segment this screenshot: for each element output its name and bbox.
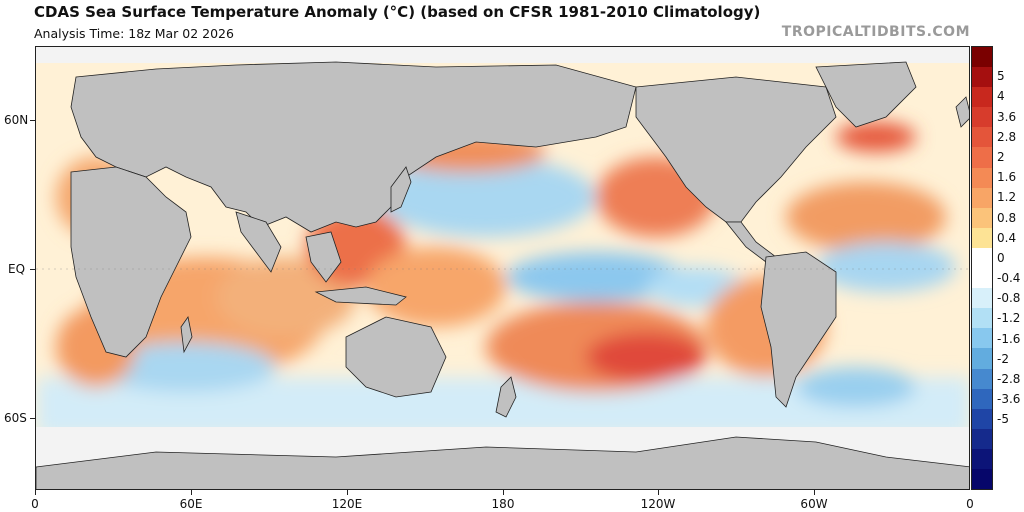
color-scale-segment bbox=[972, 187, 992, 208]
lon-label-180: 180 bbox=[491, 497, 515, 511]
color-scale-segment bbox=[972, 247, 992, 269]
color-scale-label: 1.6 bbox=[997, 170, 1017, 185]
map-canvas bbox=[36, 47, 969, 489]
madagascar bbox=[180, 316, 193, 354]
color-scale-label: -2.8 bbox=[997, 372, 1021, 386]
color-scale-label: 3.6 bbox=[997, 109, 1017, 124]
color-scale-segment bbox=[972, 127, 992, 148]
color-scale-label: -1.6 bbox=[997, 331, 1021, 346]
lon-label-120e: 120E bbox=[331, 497, 363, 511]
color-scale-segment bbox=[972, 227, 992, 248]
british-isles bbox=[955, 96, 969, 128]
color-scale-segment bbox=[972, 468, 992, 490]
lon-tick bbox=[191, 490, 192, 495]
color-scale-segment bbox=[972, 107, 992, 128]
greenland bbox=[815, 61, 917, 128]
africa bbox=[70, 166, 192, 358]
color-scale-segment bbox=[972, 288, 992, 309]
color-scale-label: -0.8 bbox=[997, 291, 1021, 306]
color-scale-label: -5 bbox=[997, 412, 1009, 427]
lat-label-60n: 60N bbox=[4, 113, 29, 127]
lat-label-eq: EQ bbox=[8, 262, 26, 276]
site-credit: TROPICALTIDBITS.COM bbox=[781, 24, 970, 40]
color-scale-segment bbox=[972, 167, 992, 188]
color-scale-segment bbox=[972, 67, 992, 88]
lat-tick bbox=[30, 418, 35, 419]
color-scale-segment bbox=[972, 388, 992, 409]
lon-label-0-east: 0 bbox=[966, 497, 974, 511]
color-scale-segment bbox=[972, 47, 992, 68]
lon-label-120w: 120W bbox=[640, 497, 676, 511]
color-scale-label: 1.2 bbox=[997, 190, 1017, 205]
color-scale-bar bbox=[971, 46, 993, 490]
color-scale-segment bbox=[972, 87, 992, 108]
lon-label-60e: 60E bbox=[179, 497, 203, 511]
color-scale-segment bbox=[972, 408, 992, 429]
lon-tick bbox=[658, 490, 659, 495]
color-scale-label: 0 bbox=[997, 250, 1005, 265]
analysis-time: Analysis Time: 18z Mar 02 2026 bbox=[34, 26, 234, 41]
arctic-ice bbox=[36, 47, 969, 63]
color-scale-label: -2 bbox=[997, 351, 1009, 366]
color-scale-label: 4 bbox=[997, 89, 1005, 104]
new-zealand bbox=[495, 376, 517, 418]
lon-tick bbox=[35, 490, 36, 495]
color-scale-segment bbox=[972, 348, 992, 369]
sst-anomaly-map bbox=[35, 46, 970, 490]
australia bbox=[345, 316, 447, 398]
color-scale-segment bbox=[972, 328, 992, 349]
lon-tick bbox=[503, 490, 504, 495]
lat-tick bbox=[30, 269, 35, 270]
south-america bbox=[760, 251, 837, 408]
color-scale-label: -3.6 bbox=[997, 392, 1021, 407]
color-scale-segment bbox=[972, 147, 992, 168]
color-scale-label: 5 bbox=[997, 69, 1005, 84]
antarctica bbox=[36, 436, 969, 489]
lon-label-0: 0 bbox=[31, 497, 39, 511]
india bbox=[235, 211, 282, 273]
color-scale-segment bbox=[972, 268, 992, 289]
color-scale-label: -1.2 bbox=[997, 311, 1021, 326]
land-masses bbox=[36, 61, 969, 489]
lon-tick bbox=[814, 490, 815, 495]
japan bbox=[390, 166, 412, 213]
color-scale-label: 0.4 bbox=[997, 230, 1017, 245]
color-scale-label: 2 bbox=[997, 150, 1005, 164]
indonesia bbox=[314, 286, 407, 306]
color-scale-label: 0.8 bbox=[997, 210, 1017, 225]
color-scale-segment bbox=[972, 368, 992, 389]
lat-tick bbox=[30, 120, 35, 121]
lon-label-60w: 60W bbox=[800, 497, 828, 511]
color-scale-segment bbox=[972, 308, 992, 329]
lat-label-60s: 60S bbox=[4, 411, 27, 425]
color-scale-segment bbox=[972, 428, 992, 449]
color-scale-segment bbox=[972, 207, 992, 228]
se-asia bbox=[305, 231, 342, 283]
lon-tick bbox=[347, 490, 348, 495]
chart-title: CDAS Sea Surface Temperature Anomaly (°C… bbox=[34, 3, 761, 21]
color-scale-label: 2.8 bbox=[997, 129, 1017, 144]
color-scale-segment bbox=[972, 448, 992, 469]
color-scale-label: -0.4 bbox=[997, 271, 1021, 286]
